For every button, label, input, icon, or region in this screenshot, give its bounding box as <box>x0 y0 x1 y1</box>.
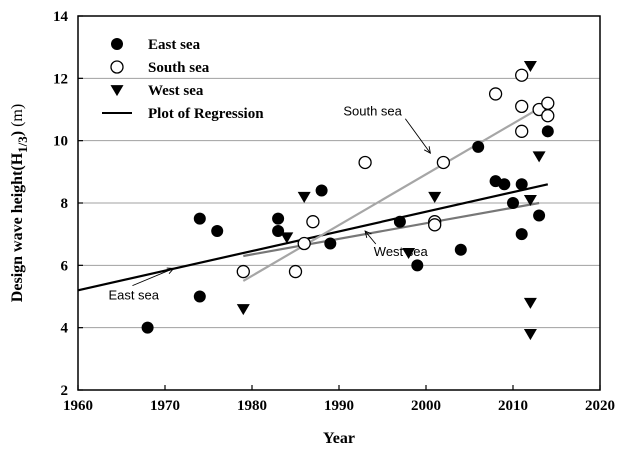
annotation-arrow-head <box>166 267 175 274</box>
legend: East sea South sea West sea Plot of Regress… <box>102 37 264 122</box>
annotation-label: South sea <box>343 104 402 119</box>
data-point-west-sea <box>523 195 537 207</box>
data-point-east-sea <box>193 212 206 225</box>
data-point-south-sea <box>297 236 311 251</box>
y-tick-label: 2 <box>61 383 69 399</box>
y-tick-label: 6 <box>61 258 69 274</box>
annotation-arrow-line <box>404 118 431 154</box>
data-point-east-sea <box>393 215 406 228</box>
data-point-south-sea <box>515 68 529 82</box>
annotation-arrow-head <box>423 146 431 154</box>
annotations: South sea West sea East sea <box>108 104 431 303</box>
data-point-west-sea <box>523 60 537 73</box>
data-point-south-sea <box>515 99 529 114</box>
data-points <box>141 60 555 341</box>
data-point-west-sea <box>297 191 311 203</box>
y-axis-title: Design wave height(H1/3) (m) <box>9 104 30 302</box>
data-point-south-sea <box>541 96 555 110</box>
gridlines <box>78 77 600 329</box>
data-point-west-sea <box>402 247 416 260</box>
data-point-west-sea <box>523 329 537 341</box>
legend-label: South sea <box>148 60 210 76</box>
data-point-east-sea <box>141 321 154 334</box>
data-point-west-sea <box>523 297 537 309</box>
data-point-south-sea <box>428 218 442 232</box>
legend-marker <box>110 60 124 74</box>
data-point-west-sea <box>532 151 546 163</box>
data-point-east-sea <box>515 228 528 241</box>
y-axis-title-main: Design wave height(H <box>9 152 26 302</box>
annotation-label: West sea <box>374 244 429 259</box>
regression-line <box>77 183 549 292</box>
y-tick-label: 10 <box>53 134 68 150</box>
data-point-south-sea <box>236 264 250 279</box>
data-point-west-sea <box>428 191 442 203</box>
legend-label: Plot of Regression <box>148 106 264 122</box>
y-axis-ticks: 2 4 6 8 10 12 14 <box>53 9 83 399</box>
data-point-west-sea <box>236 304 250 316</box>
data-point-east-sea <box>193 290 206 303</box>
y-axis-title-close: ) <box>9 131 26 136</box>
data-point-east-sea <box>454 243 467 256</box>
x-tick-label: 2000 <box>411 398 441 414</box>
x-axis-ticks: 1960 1970 1980 1990 2000 2010 2020 <box>63 385 615 414</box>
legend-marker <box>110 85 124 97</box>
data-point-east-sea <box>472 140 485 153</box>
legend-label: East sea <box>148 37 201 53</box>
regression-line <box>243 201 540 258</box>
x-tick-label: 1960 <box>63 398 93 414</box>
annotation-arrow-line <box>132 268 174 287</box>
data-point-east-sea <box>411 259 424 272</box>
regression-lines <box>77 102 549 292</box>
data-point-east-sea <box>211 225 224 238</box>
y-tick-label: 8 <box>61 196 69 212</box>
annotation-arrow-line <box>364 230 377 245</box>
data-point-east-sea <box>272 212 285 225</box>
annotation-arrow-head <box>364 230 372 238</box>
data-point-south-sea <box>306 215 320 229</box>
regression-line <box>242 102 549 282</box>
data-point-south-sea <box>488 87 503 101</box>
data-point-east-sea <box>507 197 519 209</box>
x-tick-label: 1990 <box>324 398 354 414</box>
data-point-south-sea <box>358 155 372 170</box>
y-axis-title-unit: (m) <box>9 104 26 127</box>
data-point-south-sea <box>288 264 303 279</box>
data-point-east-sea <box>498 178 511 191</box>
y-axis-title-subscript: 1/3 <box>15 136 30 153</box>
y-tick-label: 14 <box>53 9 69 25</box>
y-tick-label: 12 <box>53 71 68 87</box>
data-point-east-sea <box>324 237 337 250</box>
data-point-south-sea <box>436 155 451 170</box>
legend-marker <box>111 38 123 50</box>
data-point-east-sea <box>533 209 546 222</box>
data-point-west-sea <box>280 232 294 244</box>
annotation-label: East sea <box>108 288 159 303</box>
data-point-east-sea <box>515 178 528 191</box>
data-point-south-sea <box>541 109 555 123</box>
data-point-east-sea <box>272 225 285 238</box>
y-tick-label: 4 <box>61 321 69 337</box>
x-tick-label: 2010 <box>498 398 528 414</box>
data-point-south-sea <box>515 124 529 138</box>
x-tick-label: 1980 <box>237 398 267 414</box>
legend-label: West sea <box>148 83 204 99</box>
x-axis-title: Year <box>323 430 355 447</box>
x-tick-label: 1970 <box>150 398 180 414</box>
x-tick-label: 2020 <box>585 398 615 414</box>
data-point-east-sea <box>315 184 328 197</box>
data-point-east-sea <box>541 125 554 138</box>
